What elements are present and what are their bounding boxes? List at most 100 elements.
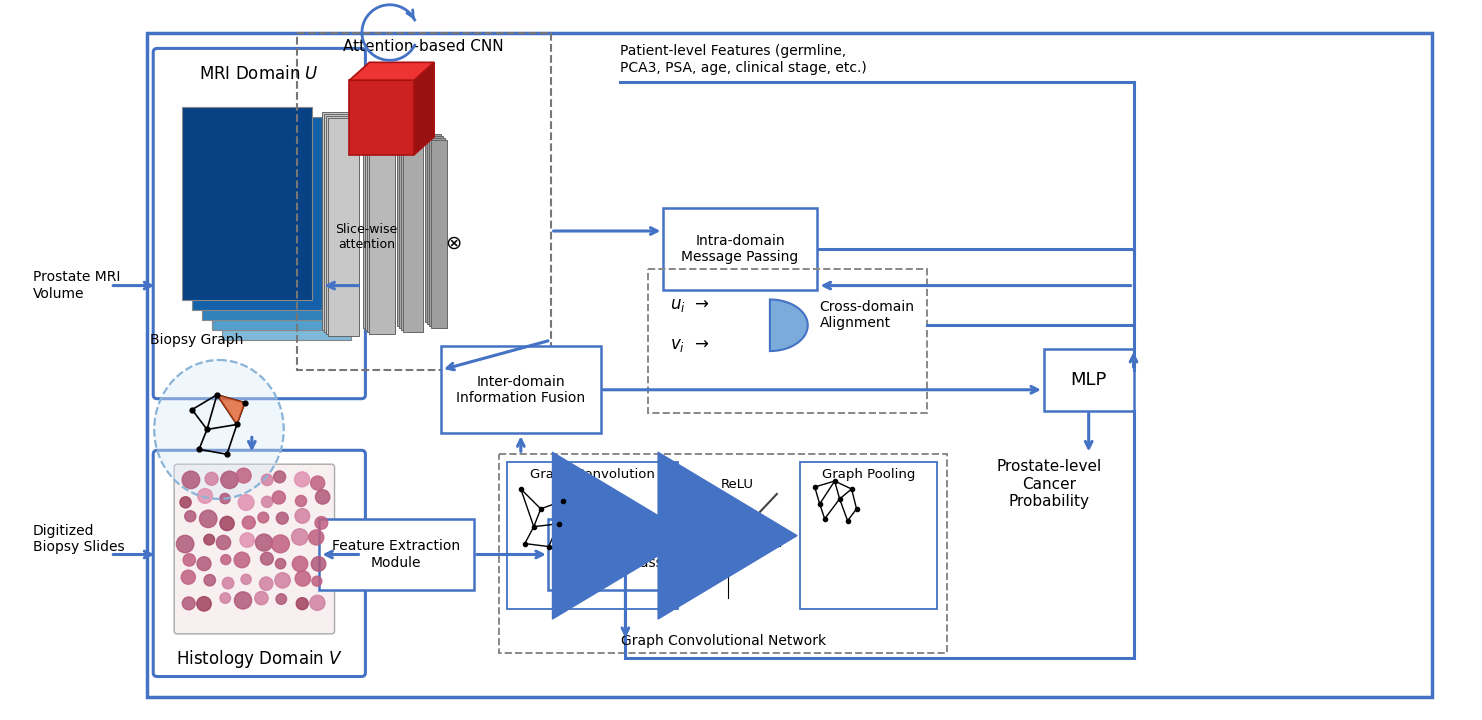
Circle shape <box>274 572 290 588</box>
Polygon shape <box>350 63 434 80</box>
FancyBboxPatch shape <box>548 519 702 590</box>
Text: Biopsy Graph: Biopsy Graph <box>150 333 243 347</box>
Circle shape <box>276 512 289 524</box>
FancyBboxPatch shape <box>212 137 341 330</box>
Circle shape <box>255 534 273 551</box>
Circle shape <box>258 512 268 523</box>
Circle shape <box>205 472 218 485</box>
Circle shape <box>179 497 191 508</box>
Circle shape <box>219 493 230 504</box>
Circle shape <box>176 536 194 553</box>
Circle shape <box>255 592 268 605</box>
Text: Digitized
Biopsy Slides: Digitized Biopsy Slides <box>33 523 124 554</box>
FancyBboxPatch shape <box>662 208 817 289</box>
Circle shape <box>271 535 289 553</box>
FancyBboxPatch shape <box>427 136 443 324</box>
Text: $v_i$  →: $v_i$ → <box>670 336 710 354</box>
Text: Histology Domain $\mathit{V}$: Histology Domain $\mathit{V}$ <box>176 648 342 670</box>
Circle shape <box>310 595 325 611</box>
Polygon shape <box>216 395 245 425</box>
Circle shape <box>219 593 231 603</box>
Circle shape <box>296 598 308 610</box>
FancyBboxPatch shape <box>323 114 356 332</box>
Circle shape <box>274 471 286 483</box>
Circle shape <box>236 468 250 483</box>
Circle shape <box>316 490 330 504</box>
FancyBboxPatch shape <box>403 134 424 332</box>
FancyBboxPatch shape <box>153 450 366 677</box>
Circle shape <box>292 528 308 545</box>
Text: Feature Extraction
Module: Feature Extraction Module <box>332 539 461 570</box>
FancyBboxPatch shape <box>397 128 418 326</box>
FancyBboxPatch shape <box>173 464 335 634</box>
Text: Slice-wise
attention: Slice-wise attention <box>335 223 397 251</box>
Circle shape <box>221 554 231 564</box>
Text: ReLU: ReLU <box>722 477 754 490</box>
Ellipse shape <box>154 360 283 499</box>
Circle shape <box>205 575 215 586</box>
FancyBboxPatch shape <box>368 124 393 332</box>
Circle shape <box>311 576 322 586</box>
Circle shape <box>276 559 286 569</box>
Circle shape <box>261 474 273 485</box>
Text: $\otimes$: $\otimes$ <box>445 233 461 253</box>
Circle shape <box>197 597 212 611</box>
Polygon shape <box>559 501 572 528</box>
Circle shape <box>242 516 255 529</box>
FancyBboxPatch shape <box>328 118 360 336</box>
Circle shape <box>311 557 326 571</box>
FancyBboxPatch shape <box>399 130 419 328</box>
Circle shape <box>311 476 325 490</box>
FancyBboxPatch shape <box>1043 349 1134 410</box>
Text: Patient-level Features (germline,
PCA3, PSA, age, clinical stage, etc.): Patient-level Features (germline, PCA3, … <box>621 45 867 75</box>
Text: $u_i$  →: $u_i$ → <box>670 297 710 315</box>
Circle shape <box>261 496 273 508</box>
Circle shape <box>259 577 273 590</box>
Circle shape <box>295 472 310 487</box>
FancyBboxPatch shape <box>431 140 448 328</box>
Circle shape <box>234 592 252 609</box>
FancyBboxPatch shape <box>319 519 474 590</box>
Circle shape <box>185 510 196 522</box>
Text: Attention-based CNN: Attention-based CNN <box>344 39 504 54</box>
FancyBboxPatch shape <box>425 134 442 323</box>
FancyBboxPatch shape <box>222 147 351 340</box>
Circle shape <box>197 489 212 503</box>
Circle shape <box>182 597 196 610</box>
Circle shape <box>216 536 231 549</box>
FancyBboxPatch shape <box>430 138 445 326</box>
Circle shape <box>242 575 252 585</box>
Circle shape <box>182 471 200 489</box>
FancyBboxPatch shape <box>800 462 937 609</box>
Text: Inter-domain
Information Fusion: Inter-domain Information Fusion <box>456 374 585 405</box>
FancyBboxPatch shape <box>326 116 357 334</box>
Text: Prostate-level
Cancer
Probability: Prostate-level Cancer Probability <box>996 459 1101 509</box>
Circle shape <box>308 530 323 545</box>
FancyBboxPatch shape <box>363 120 390 328</box>
Circle shape <box>184 554 196 566</box>
FancyBboxPatch shape <box>366 122 391 330</box>
Circle shape <box>234 552 250 568</box>
Text: Prostate MRI
Volume: Prostate MRI Volume <box>33 271 120 301</box>
FancyBboxPatch shape <box>182 107 311 300</box>
Circle shape <box>316 516 328 529</box>
Circle shape <box>276 594 286 604</box>
Text: Graph Convolutional Network: Graph Convolutional Network <box>621 634 825 648</box>
Polygon shape <box>415 63 434 155</box>
FancyBboxPatch shape <box>402 132 421 330</box>
Circle shape <box>273 491 286 504</box>
FancyBboxPatch shape <box>350 80 415 155</box>
FancyBboxPatch shape <box>322 112 354 330</box>
Text: Cross-domain
Alignment: Cross-domain Alignment <box>820 300 914 330</box>
Circle shape <box>240 533 255 547</box>
Circle shape <box>219 516 234 531</box>
Circle shape <box>222 577 234 589</box>
Text: Graph Pooling: Graph Pooling <box>823 467 916 481</box>
Circle shape <box>295 571 311 586</box>
FancyBboxPatch shape <box>193 117 322 310</box>
Circle shape <box>261 552 273 565</box>
Text: Intra-domain
Message Passing: Intra-domain Message Passing <box>682 234 799 264</box>
Circle shape <box>295 495 307 507</box>
Circle shape <box>221 471 239 489</box>
Circle shape <box>200 510 216 528</box>
